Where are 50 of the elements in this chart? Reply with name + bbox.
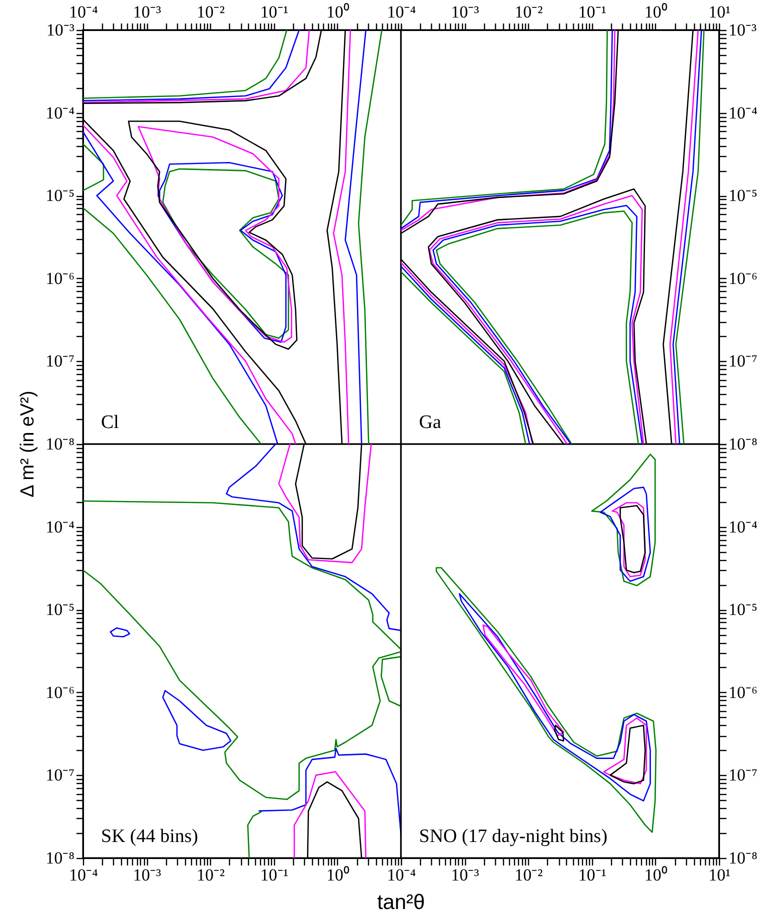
y-tick-label: 10⁻⁶: [46, 682, 75, 702]
y-tick-label: 10⁻⁶: [46, 268, 75, 288]
y-tick-label: 10⁻⁴: [728, 103, 758, 122]
y-tick-label: 10⁻⁵: [728, 186, 758, 206]
y-tick-label: 10⁻⁵: [46, 600, 75, 620]
x-tick-label: 10⁰: [326, 2, 350, 22]
y-tick-label: 10⁻³: [728, 20, 757, 40]
x-tick-label: 10⁻²: [196, 866, 225, 884]
y-tick-label: 10⁻⁷: [46, 352, 75, 371]
x-axis-title: tan²θ: [377, 891, 425, 914]
x-tick-label: 10⁻³: [451, 866, 480, 884]
x-tick-label: 10¹: [708, 866, 731, 884]
y-tick-label: 10⁻⁸: [46, 848, 75, 868]
x-tick-label: 10⁻⁴: [69, 866, 98, 884]
x-tick-label: 10⁻³: [133, 866, 162, 884]
x-tick-label: 10⁰: [644, 2, 668, 22]
text: Ga: [419, 412, 442, 433]
y-tick-label: 10⁻⁷: [728, 766, 758, 785]
x-tick-label: 10⁻⁴: [69, 2, 98, 22]
x-tick-label: 10⁻¹: [578, 2, 606, 22]
x-tick-label: 10⁻²: [196, 2, 225, 22]
y-axis-title: Δ m² (in eV²): [18, 390, 38, 498]
y-tick-label: 10⁻⁴: [46, 517, 75, 536]
x-tick-label: 10⁰: [644, 866, 668, 884]
y-tick-label: 10⁻⁸: [728, 434, 758, 454]
x-tick-label: 10⁻⁴: [387, 2, 416, 22]
text: Cl: [101, 412, 119, 433]
y-tick-label: 10⁻⁸: [46, 434, 75, 454]
text: SNO (17 day-night bins): [419, 826, 608, 847]
y-tick-label: 10⁻⁷: [46, 766, 75, 785]
text: SK (44 bins): [101, 826, 198, 847]
x-tick-label: 10⁻²: [514, 866, 543, 884]
x-tick-label: 10⁻⁴: [387, 866, 416, 884]
y-tick-label: 10⁻⁶: [728, 682, 758, 702]
y-tick-label: 10⁻³: [46, 20, 74, 40]
y-tick-label: 10⁻⁶: [728, 268, 758, 288]
y-tick-label: 10⁻⁸: [728, 848, 758, 868]
x-tick-label: 10⁰: [326, 866, 350, 884]
y-tick-label: 10⁻⁴: [728, 517, 758, 536]
x-tick-label: 10⁻²: [514, 2, 543, 22]
x-tick-label: 10⁻¹: [260, 866, 288, 884]
x-tick-label: 10⁻³: [133, 2, 162, 22]
x-tick-label: 10⁻¹: [260, 2, 288, 22]
y-tick-label: 10⁻⁷: [728, 352, 758, 371]
y-tick-label: 10⁻⁵: [46, 186, 75, 206]
x-tick-label: 10⁻¹: [578, 866, 606, 884]
x-tick-label: 10⁻³: [451, 2, 480, 22]
x-tick-label: 10¹: [708, 2, 731, 22]
y-tick-label: 10⁻⁴: [46, 103, 75, 122]
y-tick-label: 10⁻⁵: [728, 600, 758, 620]
